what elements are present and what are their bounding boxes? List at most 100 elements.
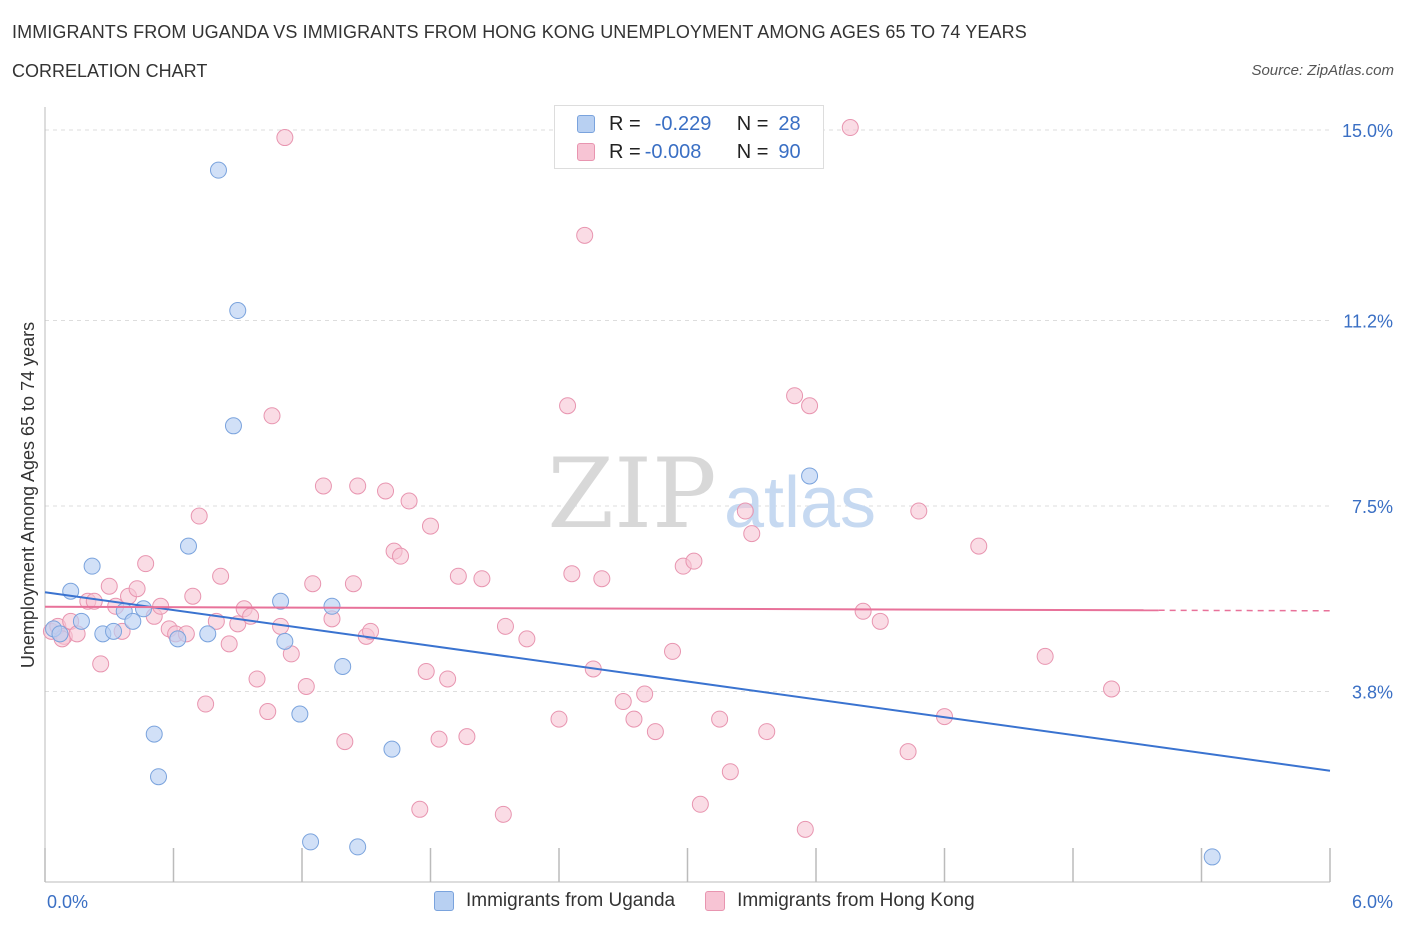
uganda-point [124,612,142,630]
uganda-point [349,838,367,856]
hongkong-point [276,129,294,147]
trend-layer [44,591,1331,772]
hongkong-point [614,693,632,711]
hongkong-point [1036,647,1054,665]
hongkong-point [100,577,118,595]
legend-item-uganda[interactable]: Immigrants from Uganda [434,890,675,912]
uganda-point [291,705,309,723]
uganda-point [276,632,294,650]
hongkong-point [344,575,362,593]
uganda-point [145,725,163,743]
uganda-point [334,657,352,675]
hongkong-point [297,677,315,695]
hongkong-point [691,795,709,813]
hongkong-point [190,507,208,525]
hongkong-point [411,800,429,818]
uganda-legend-label: Immigrants from Uganda [466,890,676,911]
legend-row-hongkong: R = -0.008 N = 90 [577,140,801,164]
hongkong-point [786,387,804,405]
uganda-point [272,592,290,610]
series-legend: Immigrants from Uganda Immigrants from H… [434,890,1005,912]
hongkong-point [550,710,568,728]
hongkong-r-value: -0.008 [644,140,702,163]
hongkong-point [417,662,435,680]
hongkong-point [646,723,664,741]
hongkong-point [220,635,238,653]
chart-subtitle: CORRELATION CHART [12,61,208,81]
chart-title: IMMIGRANTS FROM UGANDA VS IMMIGRANTS FRO… [12,22,1027,42]
hongkong-n-label: N = [736,140,769,163]
hongkong-point [85,592,103,610]
hongkong-point [400,492,418,510]
uganda-r-label: R = [609,112,641,135]
correlation-legend: R = -0.229 N = 28 R = -0.008 N = 90 [554,105,824,169]
hongkong-point [711,710,729,728]
hongkong-point [314,477,332,495]
hongkong-point [336,733,354,751]
hongkong-point [899,743,917,761]
hongkong-point [664,642,682,660]
uganda-point [302,833,320,851]
hongkong-point [625,710,643,728]
hongkong-point [636,685,654,703]
hongkong-r-label: R = [609,140,641,163]
uganda-point [150,768,168,786]
hongkong-point [259,703,277,721]
uganda-point [323,597,341,615]
hongkong-point [685,552,703,570]
hongkong-point [854,602,872,620]
hongkong-point [248,670,266,688]
hongkong-point [796,820,814,838]
hongkong-point [184,587,202,605]
hongkong-point [518,630,536,648]
hongkong-point [362,622,380,640]
hongkong-point [736,502,754,520]
uganda-trend-line [44,591,1331,772]
y-tick-label-0: 3.8% [1352,683,1393,703]
uganda-point [383,740,401,758]
uganda-n-label: N = [736,112,769,135]
y-tick-label-1: 7.5% [1352,497,1393,517]
hongkong-point [743,525,761,543]
hongkong-point [422,517,439,535]
hongkong-point [304,575,322,593]
hongkong-point [496,617,514,635]
uganda-point [179,537,197,555]
hongkong-point [92,655,110,673]
tick-label-layer: 3.8% 7.5% 11.2% 15.0% 0.0% 6.0% [47,121,1393,912]
hongkong-point [458,728,476,746]
hongkong-legend-label: Immigrants from Hong Kong [737,890,975,911]
hongkong-point [128,580,146,598]
legend-item-hongkong[interactable]: Immigrants from Hong Kong [705,890,975,912]
y-tick-label-2: 11.2% [1343,312,1393,332]
hongkong-point [392,547,410,565]
uganda-points [45,161,1221,866]
hongkong-point [559,397,577,415]
uganda-point [169,630,187,648]
hongkong-trend-line [44,605,1159,612]
hongkong-point [871,612,889,630]
hongkong-point [377,482,395,500]
uganda-swatch-icon [577,115,595,133]
hongkong-point [593,570,611,588]
uganda-point [224,417,242,435]
hongkong-point [841,119,859,137]
hongkong-point [137,555,155,573]
hongkong-point [1103,680,1121,698]
hongkong-point [197,695,215,713]
hongkong-points [42,119,1121,838]
hongkong-point [430,730,448,748]
hongkong-legend-icon [705,891,726,911]
hongkong-point [801,397,819,415]
hongkong-point [449,567,467,585]
uganda-point [72,612,90,630]
x-tick-label-0: 0.0% [47,892,88,912]
hongkong-point [263,407,281,425]
uganda-point [105,622,123,640]
hongkong-trend-extension [1158,609,1331,612]
y-tick-label-3: 15.0% [1342,121,1393,141]
uganda-point [83,557,101,575]
uganda-n-value: 28 [778,112,801,135]
